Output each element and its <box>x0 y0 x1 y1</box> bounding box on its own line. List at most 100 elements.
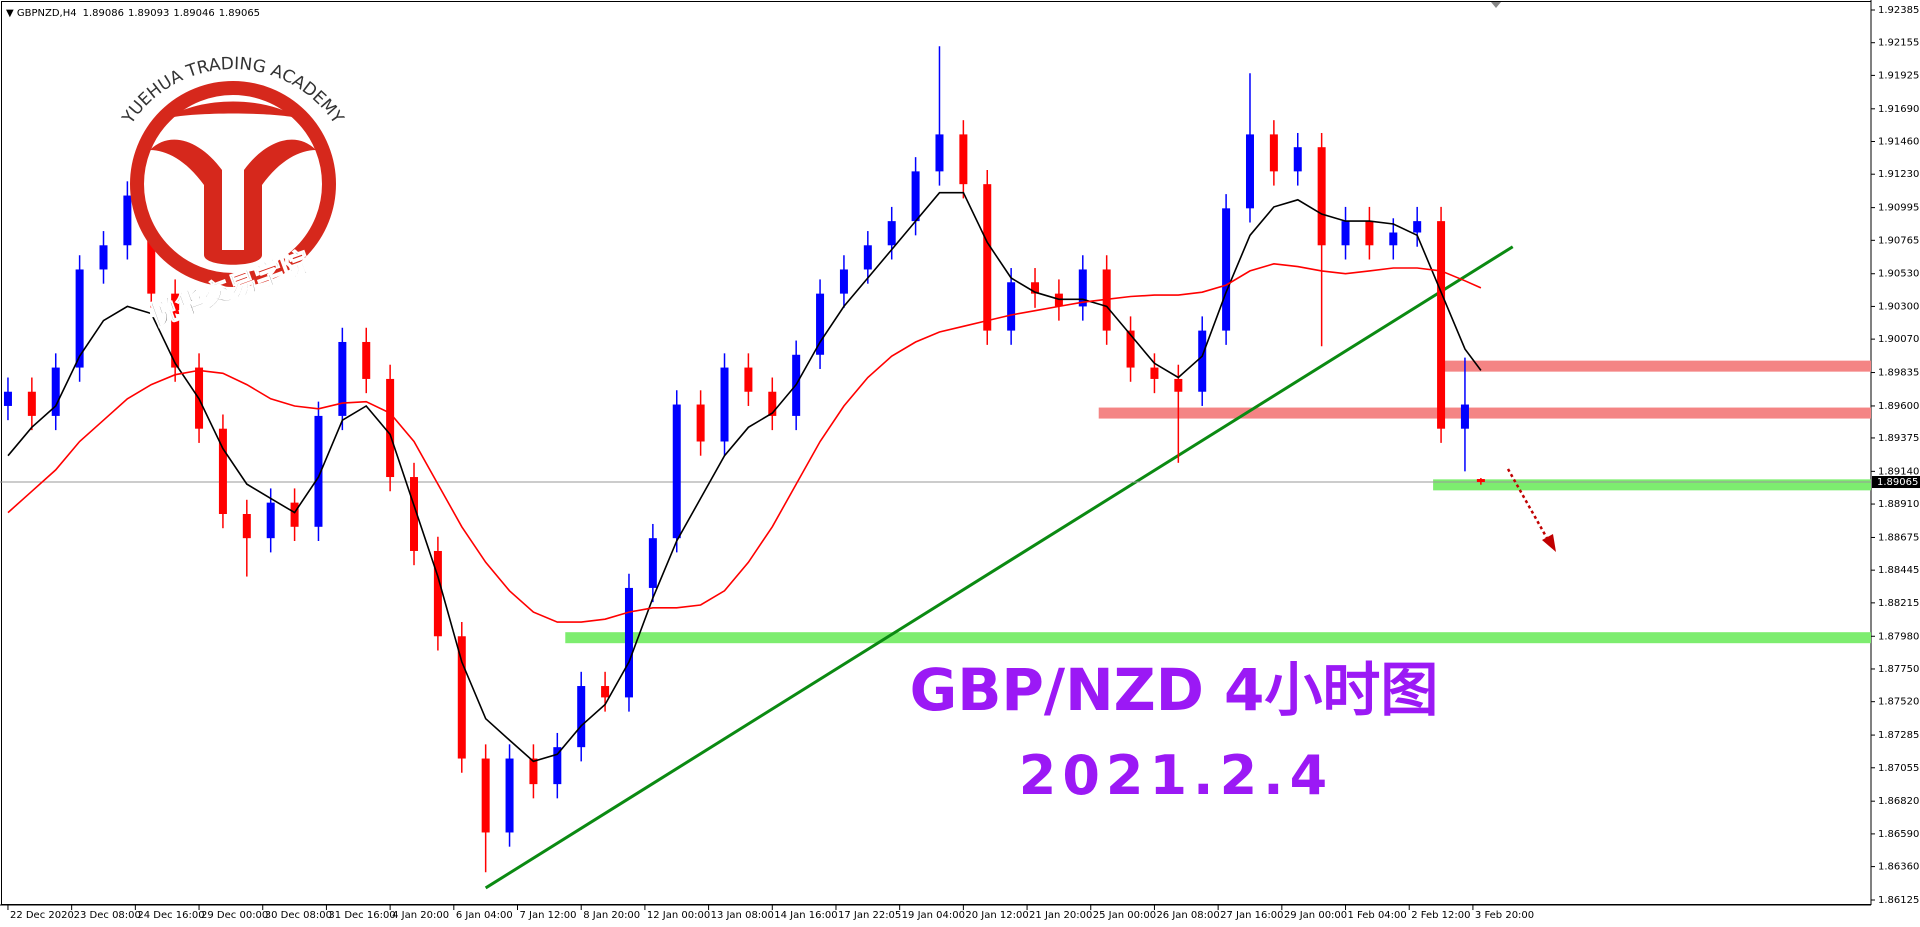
candle-body <box>1078 269 1087 307</box>
x-tick-label: 12 Jan 00:00 <box>647 910 710 921</box>
y-tick-label: 1.87055 <box>1878 763 1919 774</box>
candle-body <box>433 550 442 637</box>
y-tick-label: 1.88445 <box>1878 565 1919 576</box>
x-tick-label: 24 Dec 16:00 <box>137 910 204 921</box>
candle-body <box>1031 282 1040 294</box>
candle-body <box>1222 208 1231 331</box>
trendline <box>484 245 1514 890</box>
candle-body <box>529 758 538 785</box>
candle-body <box>648 538 657 588</box>
logo-leaf <box>168 101 298 118</box>
candle-body <box>1126 330 1135 368</box>
candle-body <box>505 758 514 833</box>
candle-body <box>123 195 132 246</box>
candle-body <box>3 391 12 406</box>
x-tick-label: 29 Jan 00:00 <box>1284 910 1347 921</box>
y-tick-label: 1.91460 <box>1878 137 1919 148</box>
candle-body <box>744 367 753 392</box>
x-tick-label: 7 Jan 12:00 <box>520 910 577 921</box>
y-tick-label: 1.88675 <box>1878 532 1919 543</box>
candle-body <box>601 686 610 698</box>
y-tick-label: 1.89600 <box>1878 401 1919 412</box>
price-zone <box>1441 360 1871 372</box>
y-tick-label: 1.88910 <box>1878 499 1919 510</box>
y-tick-label: 1.91230 <box>1878 169 1919 180</box>
candle-body <box>1150 367 1159 379</box>
price-zone <box>1433 479 1871 491</box>
candle-body <box>314 415 323 527</box>
candle-body <box>242 514 251 539</box>
x-tick-label: 4 Jan 20:00 <box>392 910 449 921</box>
candle-body <box>672 404 681 539</box>
annotation-title: GBP/NZD 4小时图 <box>910 656 1439 724</box>
candle-body <box>1174 378 1183 392</box>
x-tick-label: 26 Jan 08:00 <box>1156 910 1219 921</box>
y-tick-label: 1.92155 <box>1878 38 1919 49</box>
y-tick-label: 1.89140 <box>1878 466 1919 477</box>
x-tick-label: 30 Dec 08:00 <box>265 910 332 921</box>
x-tick-label: 23 Dec 08:00 <box>74 910 141 921</box>
projection-arrow <box>1506 468 1550 541</box>
moving-average <box>7 262 1482 623</box>
candle-body <box>99 245 108 270</box>
candle-body <box>266 502 275 539</box>
y-tick-label: 1.91925 <box>1878 70 1919 81</box>
x-tick-label: 1 Feb 04:00 <box>1348 910 1407 921</box>
x-tick-label: 29 Dec 00:00 <box>201 910 268 921</box>
current-price-tag <box>1872 476 1920 489</box>
y-tick-label: 1.87520 <box>1878 697 1919 708</box>
header-arrow: ▼ <box>6 8 17 19</box>
candle-body <box>839 269 848 294</box>
y-tick-label: 1.90995 <box>1878 203 1919 214</box>
x-tick-label: 6 Jan 04:00 <box>456 910 513 921</box>
y-tick-label: 1.86820 <box>1878 796 1919 807</box>
candle-body <box>27 391 36 416</box>
candle-body <box>1293 147 1302 172</box>
y-tick-label: 1.90070 <box>1878 334 1919 345</box>
candle-body <box>362 341 371 379</box>
x-tick-label: 8 Jan 20:00 <box>583 910 640 921</box>
candle-body <box>1389 232 1398 246</box>
x-tick-label: 21 Jan 20:00 <box>1029 910 1092 921</box>
candle-body <box>218 428 227 515</box>
logo-ring <box>130 81 336 287</box>
logo-symbol <box>150 139 316 265</box>
candle-body <box>577 686 586 748</box>
moving-average <box>7 191 1482 763</box>
candle-body <box>983 184 992 331</box>
y-tick-label: 1.87750 <box>1878 664 1919 675</box>
candle-body <box>1269 134 1278 172</box>
candle-body <box>911 171 920 222</box>
shift-marker <box>1491 2 1501 8</box>
x-tick-label: 20 Jan 12:00 <box>965 910 1028 921</box>
y-tick-label: 1.92385 <box>1878 5 1919 16</box>
header-close: 1.89065 <box>219 8 260 19</box>
price-zone <box>1098 407 1871 419</box>
candle-body <box>1341 221 1350 246</box>
x-tick-label: 3 Feb 20:00 <box>1475 910 1534 921</box>
x-tick-label: 22 Dec 2020 <box>10 910 74 921</box>
candle-body <box>338 341 347 416</box>
y-tick-label: 1.88215 <box>1878 598 1919 609</box>
y-tick-label: 1.86125 <box>1878 895 1919 906</box>
y-tick-label: 1.91690 <box>1878 104 1919 115</box>
candle-body <box>1317 147 1326 246</box>
y-tick-label: 1.89375 <box>1878 433 1919 444</box>
candle-body <box>1460 404 1469 429</box>
x-tick-label: 27 Jan 16:00 <box>1220 910 1283 921</box>
candle-body <box>1476 479 1485 483</box>
candle-body <box>816 293 825 355</box>
header-open: 1.89086 <box>83 8 124 19</box>
candle-body <box>1198 330 1207 392</box>
annotation-date: 2021.2.4 <box>1019 744 1333 807</box>
x-tick-label: 2 Feb 12:00 <box>1411 910 1470 921</box>
candle-body <box>768 391 777 416</box>
x-tick-label: 13 Jan 08:00 <box>711 910 774 921</box>
candle-body <box>1413 221 1422 233</box>
candle-body <box>1245 134 1254 209</box>
current-price-label: 1.89065 <box>1877 477 1918 488</box>
candle-body <box>290 502 299 527</box>
y-tick-label: 1.89835 <box>1878 368 1919 379</box>
